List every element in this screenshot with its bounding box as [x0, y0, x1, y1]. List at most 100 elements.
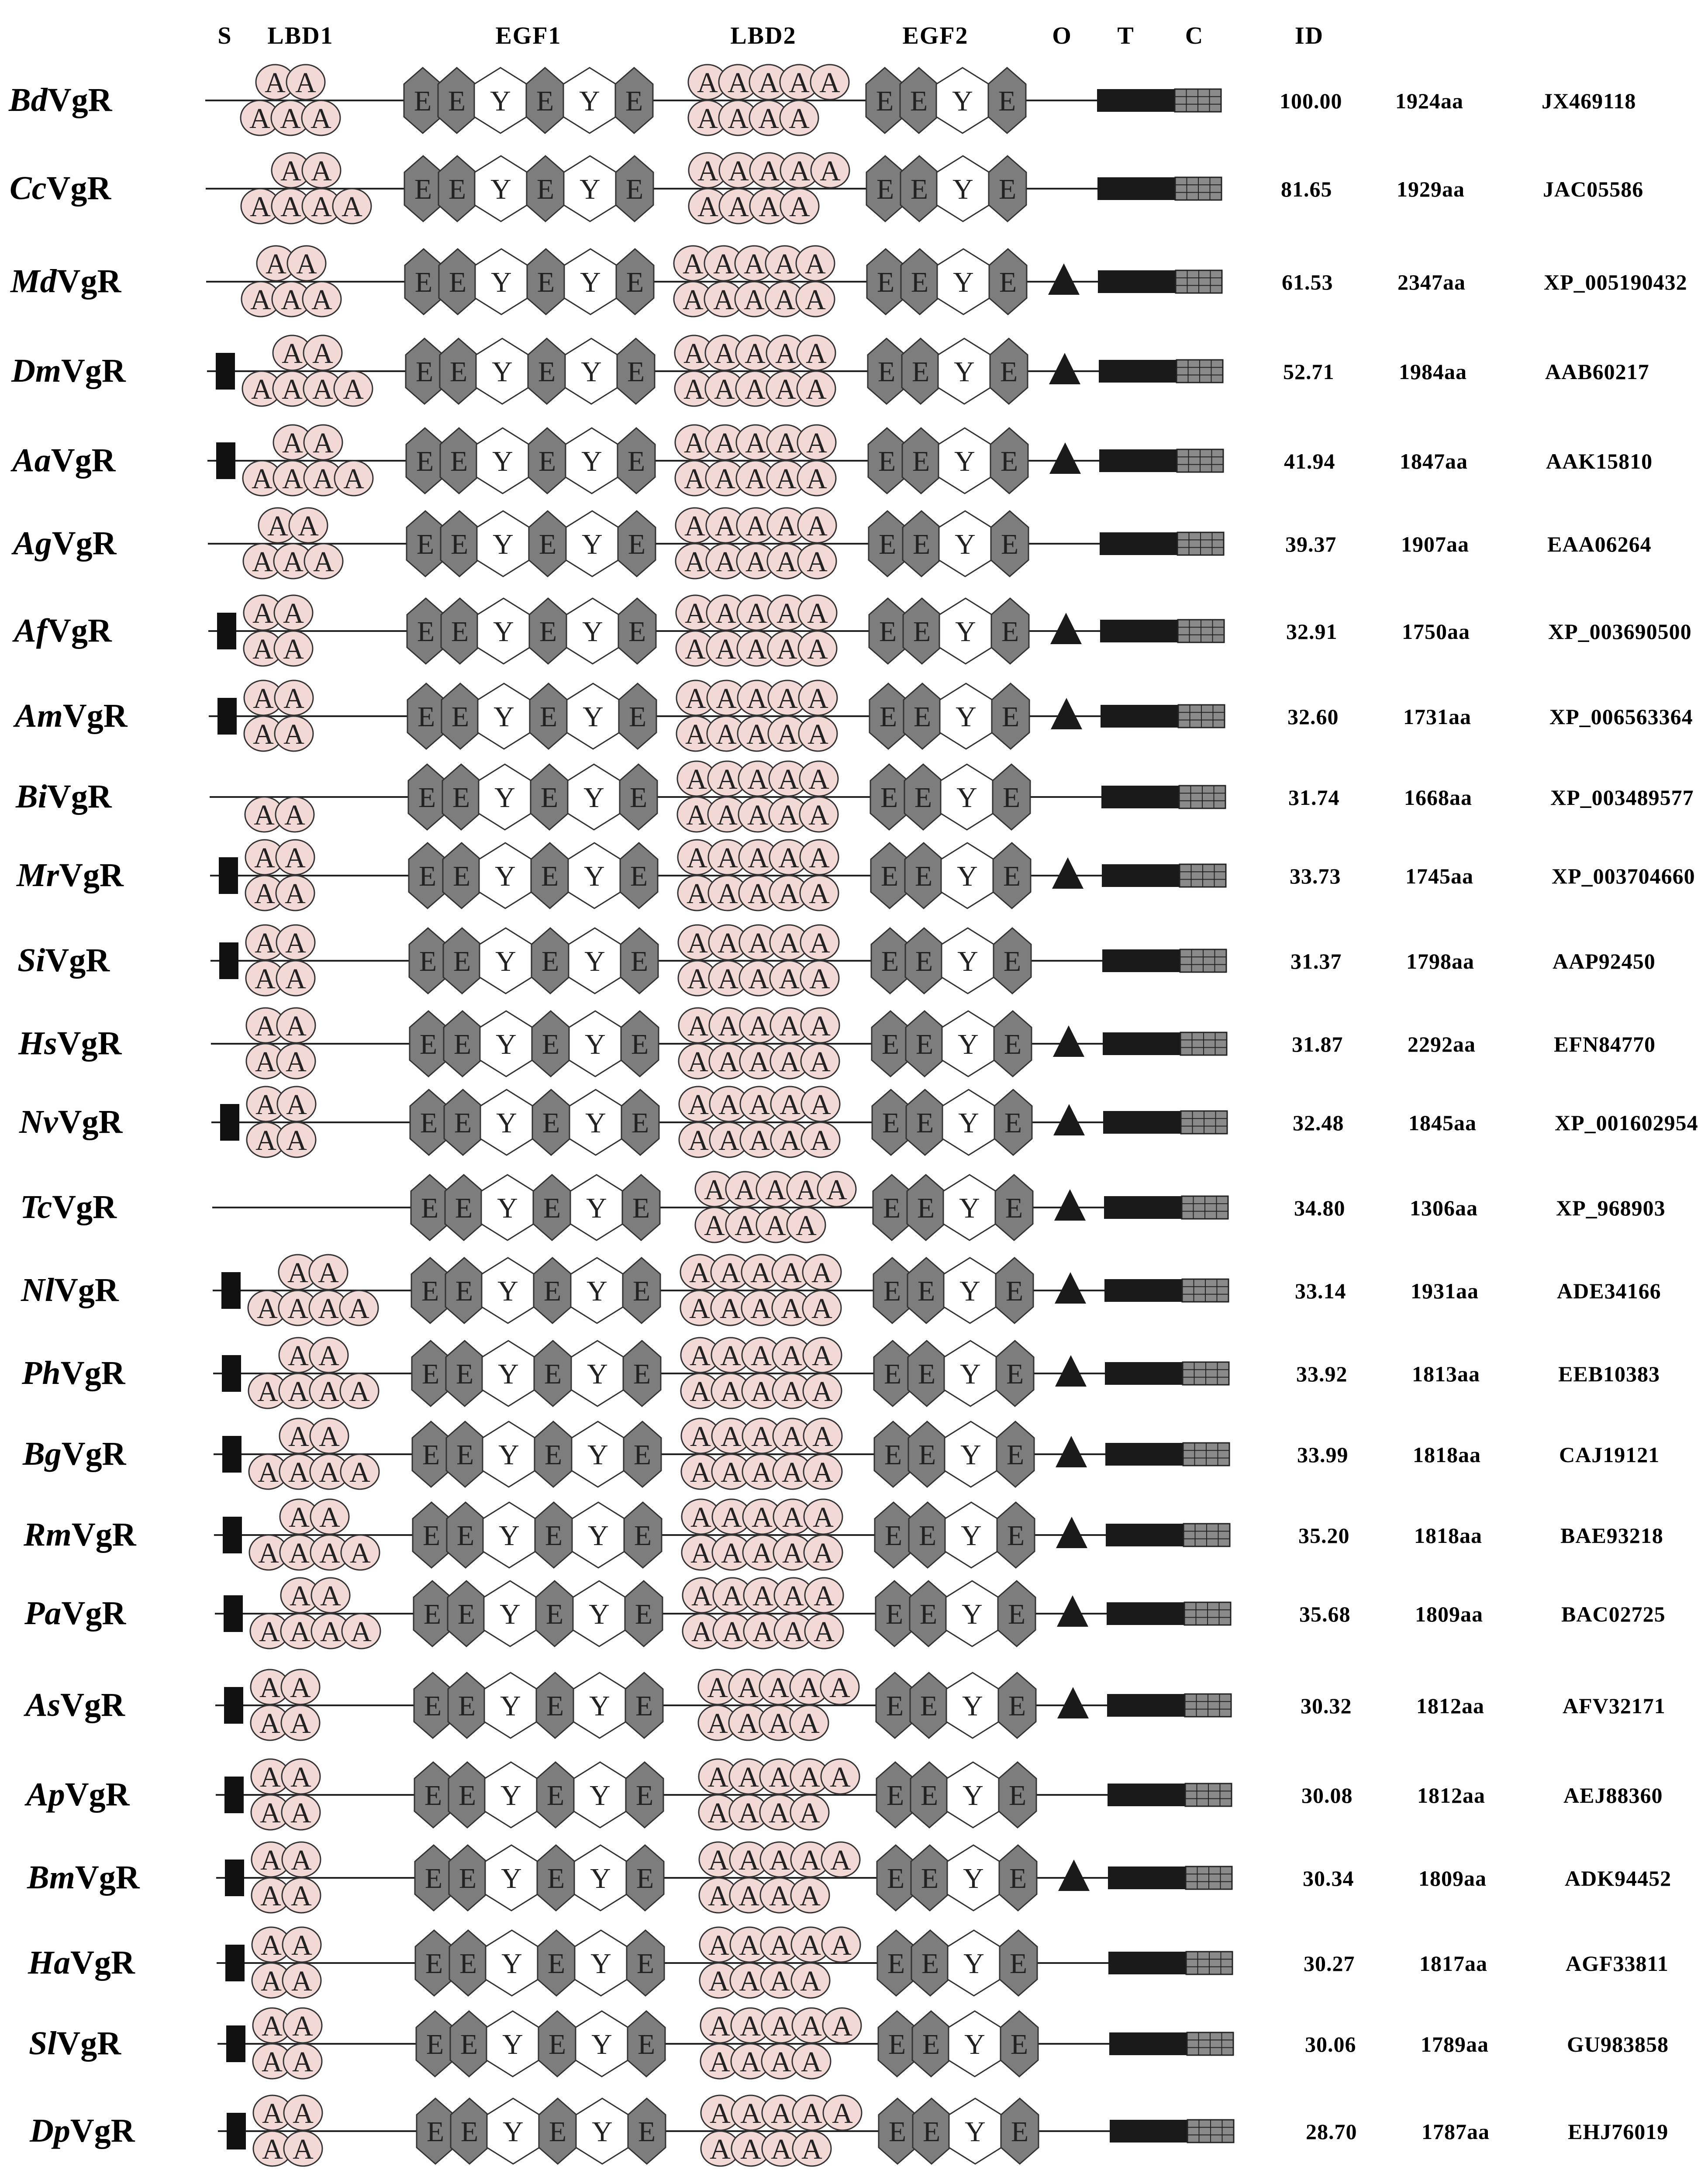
egf2-domain-2-label: Y — [959, 1192, 980, 1224]
egf1-domain-0-label: E — [422, 1358, 439, 1390]
cytoplasmic-domain — [1181, 1278, 1229, 1303]
egf1-domain-5 — [623, 1421, 662, 1488]
lbd2-repeat-top-0-label: A — [688, 1089, 709, 1121]
lbd2-repeat-top-0-label: A — [683, 338, 704, 369]
lbd1-repeat-top-1 — [309, 1418, 349, 1454]
lbd2-repeat-bottom-3-label: A — [778, 878, 799, 910]
lbd2-repeat-top-4 — [821, 1926, 861, 1963]
species-abbr: Rm — [23, 1516, 72, 1553]
egf1-domain-5-label: E — [628, 445, 645, 477]
egf1-domain-2-label: Y — [500, 1598, 521, 1630]
accession-value: EEB10383 — [1558, 1362, 1660, 1386]
lbd1-repeat-top-0-label: A — [255, 1010, 276, 1042]
species-row: BgVgR A AA A A AE E Y E Y EA A A A AA A A A AE E Y E 33.99 1818… — [22, 1418, 1659, 1490]
lbd2-repeat-bottom-2-label: A — [745, 463, 766, 495]
cytoplasmic-domain — [1180, 1110, 1228, 1135]
egf1-domain-3-label: E — [547, 1780, 564, 1811]
egf1-domain-1-label: E — [457, 1520, 474, 1552]
lbd2-repeat-top-4 — [795, 245, 835, 282]
species-abbr: As — [24, 1687, 60, 1723]
egf1-domain-0-label: E — [421, 1275, 439, 1307]
signal-peptide — [217, 613, 236, 649]
egf1-domain-1-label: E — [450, 445, 468, 477]
lbd1-repeat-top-1 — [283, 2094, 323, 2131]
lbd2-repeat-top-4-label: A — [810, 1089, 831, 1121]
lbd2-repeat-bottom-3-label: A — [801, 2046, 822, 2078]
lbd2-repeat-bottom-3-label: A — [779, 1046, 800, 1078]
egf2-domain-3 — [992, 842, 1032, 909]
o-glycosylation-triangle — [1054, 1189, 1086, 1221]
species-abbr: Bg — [22, 1435, 62, 1472]
lbd1-repeat-top-1-label: A — [293, 2098, 314, 2129]
o-glycosylation-triangle — [1056, 1517, 1087, 1548]
lbd2-repeat-bottom-3 — [790, 1962, 831, 1999]
length-value: 1787aa — [1422, 2119, 1490, 2144]
lbd2-repeat-top-2-label: A — [746, 597, 767, 629]
lbd1-repeat-top-1 — [276, 924, 316, 961]
lbd2-repeat-top-0-label: A — [687, 842, 707, 874]
lbd2-repeat-bottom-0-label: A — [683, 284, 704, 316]
egf1-domain-5-label: E — [627, 356, 645, 388]
lbd2-repeat-bottom-4-label: A — [806, 463, 827, 495]
lbd2-repeat-top-4-label: A — [812, 1340, 833, 1372]
cytoplasmic-domain — [1184, 1601, 1232, 1626]
lbd2-repeat-bottom-1-label: A — [738, 1708, 759, 1739]
egf1-domain-4-label: Y — [589, 1690, 610, 1722]
egf1-domain-4-label: Y — [585, 1107, 606, 1139]
signal-peptide — [224, 1687, 243, 1724]
lbd2-repeat-bottom-2-label: A — [770, 2046, 791, 2078]
species-suffix: VgR — [61, 1355, 126, 1391]
lbd1-repeat-top-1-label: A — [285, 927, 306, 959]
lbd2-repeat-top-0-label: A — [704, 1174, 725, 1206]
o-glycosylation-triangle — [1048, 263, 1080, 295]
transmembrane-domain — [1102, 864, 1180, 887]
signal-peptide — [224, 1595, 243, 1632]
egf2-domain-2-label: Y — [965, 2116, 986, 2148]
accession-value: EFN84770 — [1554, 1032, 1656, 1056]
species-name: HaVgR — [28, 1944, 135, 1981]
species-abbr: Mr — [16, 857, 60, 894]
egf1-domain-2-label: Y — [490, 85, 511, 117]
lbd2-repeat-top-1-label: A — [740, 2010, 761, 2042]
lbd1-repeat-bottom-1-label: A — [293, 2133, 314, 2165]
egf1-domain-5-label: E — [631, 1107, 649, 1139]
species-suffix: VgR — [70, 1944, 135, 1981]
egf1-domain-0-label: E — [420, 1107, 438, 1139]
lbd2-repeat-bottom-3 — [786, 1207, 826, 1243]
lbd1-repeat-bottom-0-label: A — [250, 191, 271, 223]
lbd2-repeat-top-4 — [810, 64, 850, 100]
identity-value: 41.94 — [1284, 449, 1335, 473]
o-glycosylation-triangle — [1050, 613, 1082, 644]
lbd2-repeat-top-4 — [798, 680, 838, 716]
header-s: S — [217, 22, 232, 49]
lbd2-repeat-top-2-label: A — [759, 155, 780, 187]
egf1-domain-5 — [620, 1010, 659, 1077]
cytoplasmic-domain — [1178, 785, 1226, 809]
egf2-domain-2-label: Y — [962, 1690, 983, 1722]
egf1-domain-3-label: E — [545, 1520, 562, 1552]
lbd1-repeat-top-1 — [310, 1498, 350, 1535]
signal-peptide — [220, 1104, 239, 1141]
egf2-domain-0-label: E — [888, 2029, 906, 2060]
lbd2-repeat-bottom-4-label: A — [805, 284, 826, 316]
lbd2-repeat-bottom-2-label: A — [751, 1376, 772, 1408]
egf1-domain-2-label: Y — [501, 1863, 522, 1894]
egf2-domain-2-label: Y — [952, 173, 973, 205]
signal-peptide — [223, 1517, 242, 1553]
lbd1-repeat-bottom-0-label: A — [252, 633, 273, 665]
egf1-domain-5-label: E — [633, 1358, 651, 1390]
egf1-domain-5-label: E — [636, 1780, 653, 1811]
lbd1-repeat-bottom-1-label: A — [281, 284, 302, 316]
signal-peptide — [222, 1436, 242, 1473]
species-name: NvVgR — [19, 1104, 123, 1140]
lbd2-repeat-top-1-label: A — [739, 1929, 760, 1961]
lbd1-repeat-bottom-3-label: A — [343, 463, 364, 495]
egf1-domain-5 — [624, 1580, 663, 1647]
length-value: 1731aa — [1403, 704, 1471, 729]
lbd1-repeat-top-0-label: A — [261, 1929, 282, 1961]
egf1-domain-0-label: E — [414, 173, 432, 205]
lbd2-repeat-bottom-0-label: A — [707, 1708, 728, 1739]
lbd1-repeat-bottom-0-label: A — [252, 463, 273, 495]
lbd2-repeat-top-0-label: A — [685, 597, 706, 629]
cytoplasmic-domain — [1174, 176, 1222, 201]
